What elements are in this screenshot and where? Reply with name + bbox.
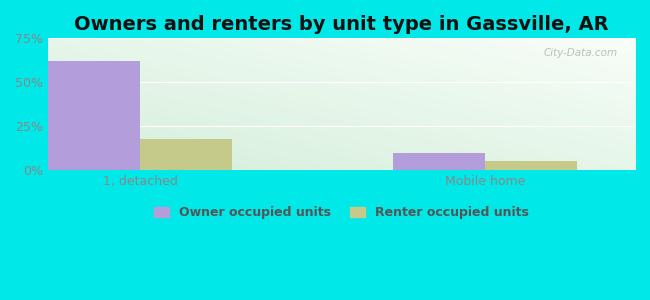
Bar [140,139,232,170]
Text: City-Data.com: City-Data.com [543,48,618,58]
Bar [393,153,486,170]
Title: Owners and renters by unit type in Gassville, AR: Owners and renters by unit type in Gassv… [74,15,609,34]
Legend: Owner occupied units, Renter occupied units: Owner occupied units, Renter occupied un… [154,206,528,219]
Bar [486,161,577,170]
Bar [48,61,140,170]
